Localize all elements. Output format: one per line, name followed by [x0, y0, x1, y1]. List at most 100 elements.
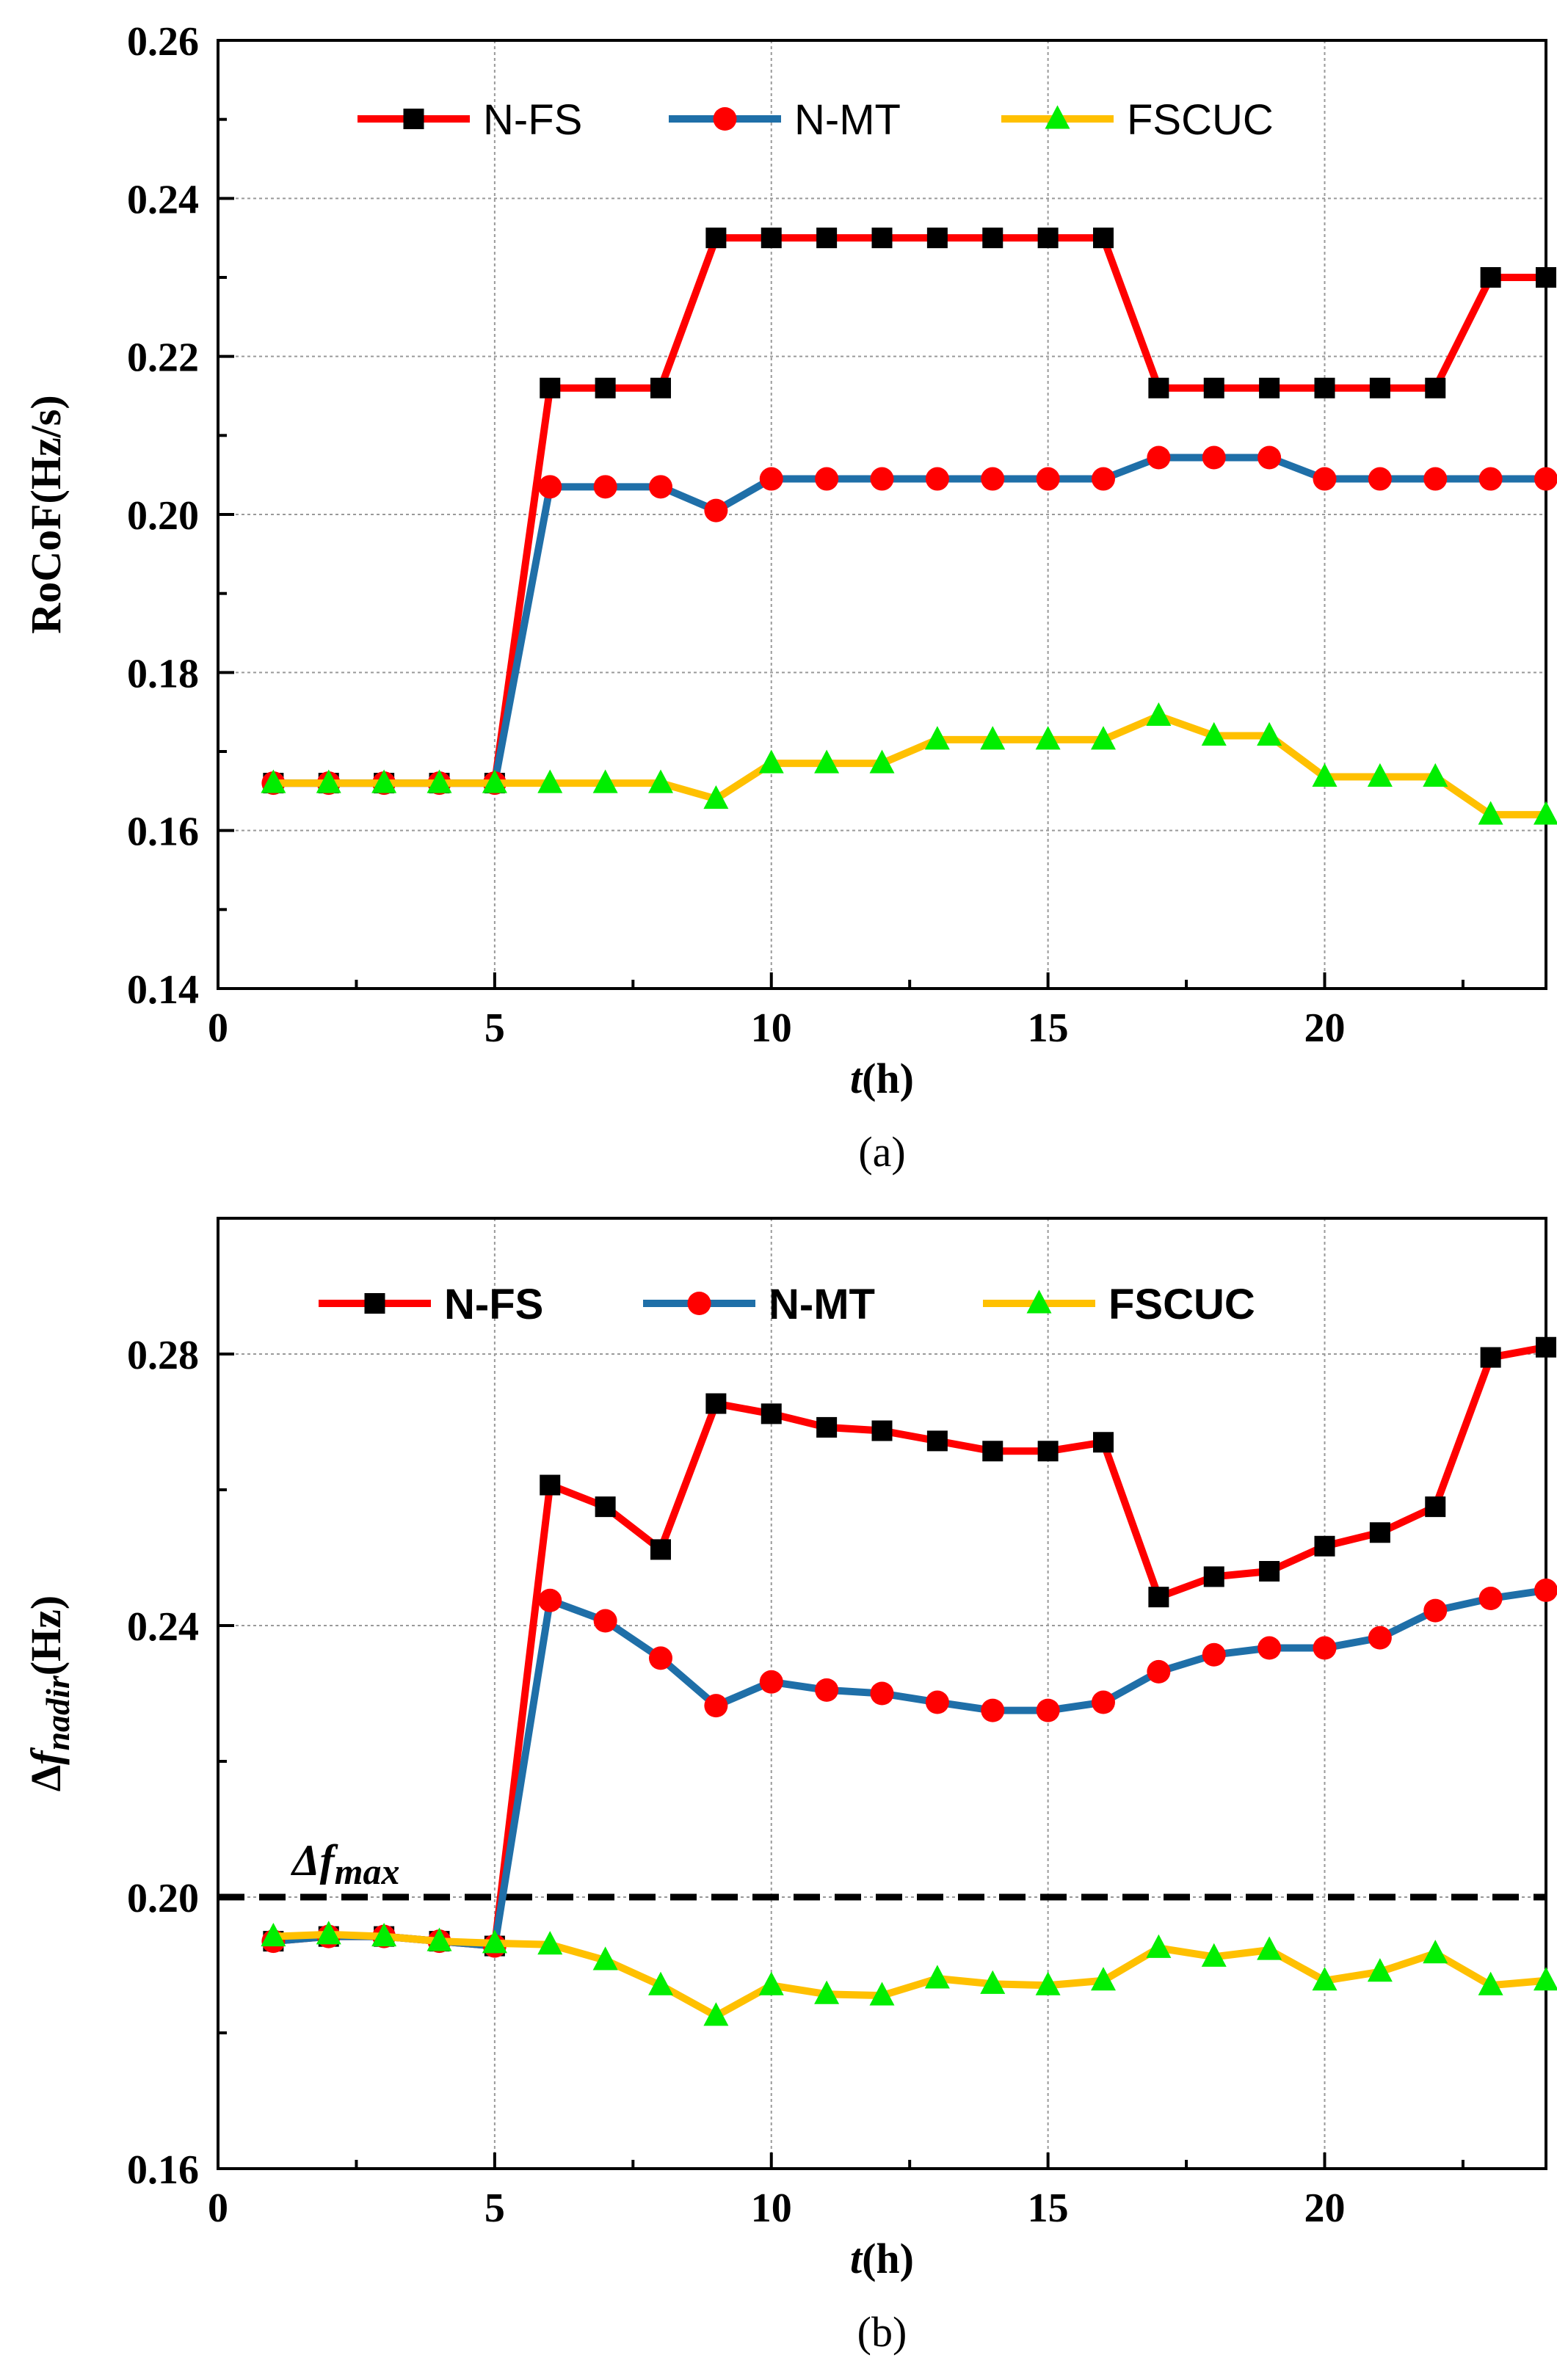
- data-point-fscuc: [758, 749, 784, 774]
- series-n-fs: [263, 1336, 1556, 1957]
- data-point-n-mt: [981, 467, 1005, 491]
- panel-b-x-axis-title-var: t: [850, 2235, 863, 2282]
- panel-b-ref-delta: Δ: [291, 1836, 320, 1885]
- panel-b-y-title-subscript: nadir: [39, 1675, 76, 1750]
- data-point-n-mt: [649, 475, 672, 499]
- data-point-fscuc: [1201, 721, 1227, 746]
- data-point-fscuc: [814, 749, 840, 774]
- data-point-fscuc: [814, 1980, 840, 2004]
- data-point-n-fs: [1369, 1522, 1390, 1543]
- data-point-fscuc: [703, 2002, 729, 2026]
- data-point-fscuc: [316, 1921, 341, 1945]
- data-point-fscuc: [1423, 1940, 1448, 1964]
- data-point-n-mt: [925, 467, 949, 491]
- data-point-n-fs: [1203, 377, 1224, 399]
- x-tick-label: 20: [1304, 2186, 1346, 2231]
- data-point-fscuc: [1091, 726, 1116, 750]
- data-point-n-fs: [1093, 1432, 1114, 1453]
- data-point-n-mt: [925, 1690, 949, 1714]
- legend-item-n-mt: N-MT: [669, 96, 901, 144]
- series-fscuc: [261, 702, 1557, 825]
- panel-a-caption: (a): [858, 1128, 905, 1176]
- x-tick-label: 0: [208, 1005, 228, 1051]
- panel-b-max-deviation-label: Δfmax: [291, 1836, 400, 1892]
- data-point-fscuc: [1091, 1967, 1116, 1991]
- data-point-n-fs: [1259, 1561, 1280, 1582]
- series-n-mt: [261, 445, 1557, 796]
- data-point-n-fs: [1314, 1535, 1335, 1557]
- data-point-fscuc: [1146, 1934, 1172, 1958]
- data-point-n-fs: [1480, 1347, 1501, 1368]
- y-tick-label: 0.24: [127, 177, 199, 222]
- data-point-fscuc: [371, 769, 397, 793]
- data-point-n-mt: [593, 1609, 617, 1633]
- data-point-fscuc: [869, 749, 895, 774]
- data-point-n-mt: [1534, 467, 1557, 491]
- panel-a-x-axis-title-var: t: [850, 1055, 863, 1102]
- y-tick-label: 0.24: [127, 1604, 199, 1650]
- x-tick-label: 0: [208, 2186, 228, 2231]
- data-point-fscuc: [758, 1971, 784, 1995]
- data-point-n-fs: [1259, 377, 1280, 399]
- panel-b-caption: (b): [857, 2308, 907, 2356]
- panel-b-ref-subscript: max: [335, 1851, 400, 1892]
- data-point-n-mt: [1092, 1690, 1115, 1714]
- x-tick-label: 20: [1304, 1005, 1346, 1051]
- data-point-fscuc: [703, 785, 729, 809]
- data-point-n-mt: [593, 475, 617, 499]
- series-n-mt: [261, 1578, 1557, 1958]
- data-point-n-mt: [1092, 467, 1115, 491]
- data-point-fscuc: [1423, 763, 1448, 787]
- data-point-n-fs: [650, 1539, 671, 1560]
- data-point-n-fs: [816, 1416, 838, 1438]
- data-point-n-fs: [1037, 1441, 1059, 1462]
- x-tick-label: 15: [1028, 2186, 1069, 2231]
- series-fscuc: [261, 1921, 1557, 2026]
- data-point-n-mt: [815, 467, 839, 491]
- data-point-n-fs: [1425, 377, 1446, 399]
- data-point-n-mt: [1202, 1642, 1226, 1667]
- panel-b-legend: N-FS N-MT FSCUC: [319, 1281, 1255, 1328]
- data-point-n-mt: [870, 467, 894, 491]
- data-point-n-mt: [538, 1588, 562, 1612]
- data-point-n-mt: [538, 475, 562, 499]
- series-line-n-fs: [273, 234, 1546, 787]
- data-point-fscuc: [261, 769, 286, 793]
- data-point-fscuc: [1035, 1971, 1061, 1995]
- legend-item-n-fs: N-FS: [319, 1281, 543, 1328]
- x-tick-label: 10: [751, 1005, 792, 1051]
- series-line-fscuc: [273, 1930, 1547, 2020]
- data-point-n-fs: [1536, 1336, 1556, 1358]
- series-line-n-fs: [272, 1343, 1547, 1950]
- data-point-n-fs: [1536, 267, 1556, 288]
- data-point-n-fs: [1314, 377, 1335, 399]
- legend-item-fscuc: FSCUC: [1001, 96, 1274, 144]
- panel-a-x-axis-title-unit: (h): [862, 1055, 914, 1102]
- data-point-n-fs: [1148, 1587, 1169, 1608]
- legend-label: FSCUC: [1108, 1281, 1255, 1328]
- data-point-n-fs: [816, 228, 838, 249]
- legend-swatch-marker: [1026, 1289, 1052, 1314]
- y-tick-label: 0.16: [127, 809, 199, 855]
- y-tick-label: 0.16: [127, 2147, 199, 2193]
- legend-swatch-marker: [403, 109, 424, 129]
- data-point-fscuc: [1534, 801, 1557, 825]
- data-point-n-mt: [1147, 1659, 1171, 1684]
- data-point-n-fs: [1093, 228, 1114, 249]
- data-point-n-fs: [871, 228, 893, 249]
- data-point-fscuc: [1257, 721, 1282, 746]
- data-point-n-mt: [1036, 467, 1060, 491]
- panel-a-x-tick-labels: 0 5 10 15 20: [208, 1005, 1346, 1051]
- data-point-fscuc: [1035, 726, 1061, 750]
- y-tick-label: 0.26: [127, 19, 199, 65]
- data-point-fscuc: [261, 1923, 286, 1947]
- panel-b-series: [261, 1336, 1557, 2026]
- data-point-fscuc: [592, 1946, 618, 1970]
- data-point-n-fs: [540, 1474, 561, 1496]
- data-point-fscuc: [537, 1931, 563, 1955]
- data-point-n-fs: [595, 1496, 616, 1518]
- data-point-fscuc: [1312, 1967, 1338, 1991]
- panel-a-gridlines: [218, 40, 1546, 989]
- data-point-fscuc: [648, 1971, 673, 1995]
